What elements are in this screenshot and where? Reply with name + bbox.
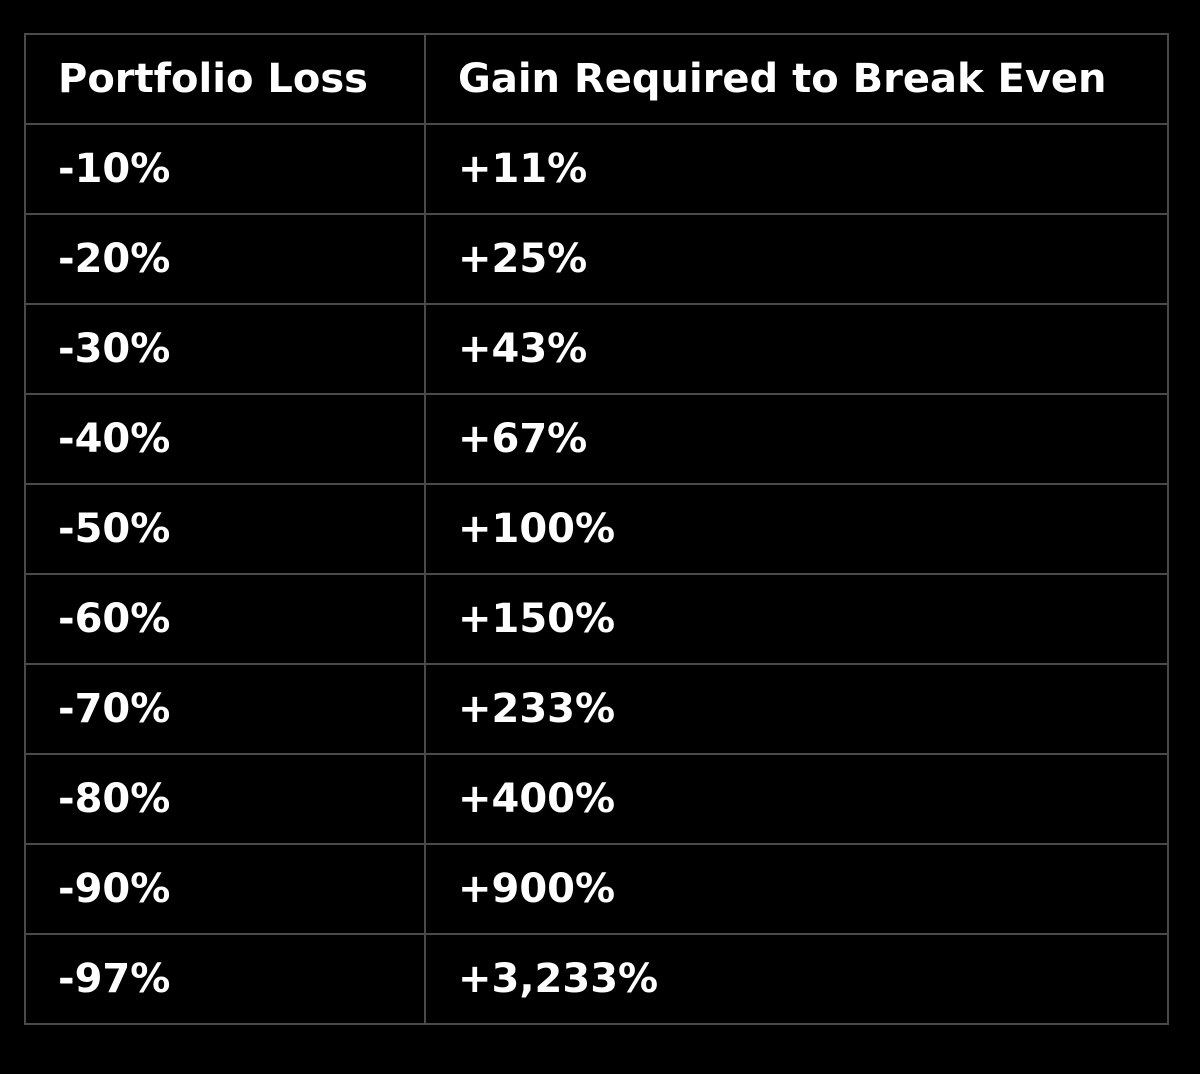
table-row: -40% +67%: [24, 393, 1169, 485]
loss-cell: -20%: [24, 213, 426, 305]
table-row: -60% +150%: [24, 573, 1169, 665]
table-row: -30% +43%: [24, 303, 1169, 395]
loss-cell: -40%: [24, 393, 426, 485]
header-cell: Portfolio Loss: [24, 33, 426, 125]
gain-cell: +100%: [424, 483, 1169, 575]
table-row: -70% +233%: [24, 663, 1169, 755]
loss-cell: -70%: [24, 663, 426, 755]
gain-cell: +233%: [424, 663, 1169, 755]
loss-cell: -80%: [24, 753, 426, 845]
loss-cell: -30%: [24, 303, 426, 395]
gain-cell: +150%: [424, 573, 1169, 665]
gain-cell: +900%: [424, 843, 1169, 935]
table-row: -80% +400%: [24, 753, 1169, 845]
loss-cell: -50%: [24, 483, 426, 575]
loss-cell: -97%: [24, 933, 426, 1025]
break-even-table: Portfolio Loss Gain Required to Break Eve…: [24, 33, 1169, 1025]
header-row: Portfolio Loss Gain Required to Break Eve…: [24, 33, 1169, 125]
loss-cell: -60%: [24, 573, 426, 665]
gain-cell: +43%: [424, 303, 1169, 395]
loss-cell: -90%: [24, 843, 426, 935]
table-row: -50% +100%: [24, 483, 1169, 575]
gain-cell: +400%: [424, 753, 1169, 845]
gain-cell: +25%: [424, 213, 1169, 305]
gain-cell: +3,233%: [424, 933, 1169, 1025]
table-row: -90% +900%: [24, 843, 1169, 935]
table-row: -10% +11%: [24, 123, 1169, 215]
gain-cell: +67%: [424, 393, 1169, 485]
table-row: -20% +25%: [24, 213, 1169, 305]
table-row: -97% +3,233%: [24, 933, 1169, 1025]
header-cell: Gain Required to Break Even: [424, 33, 1169, 125]
gain-cell: +11%: [424, 123, 1169, 215]
loss-cell: -10%: [24, 123, 426, 215]
